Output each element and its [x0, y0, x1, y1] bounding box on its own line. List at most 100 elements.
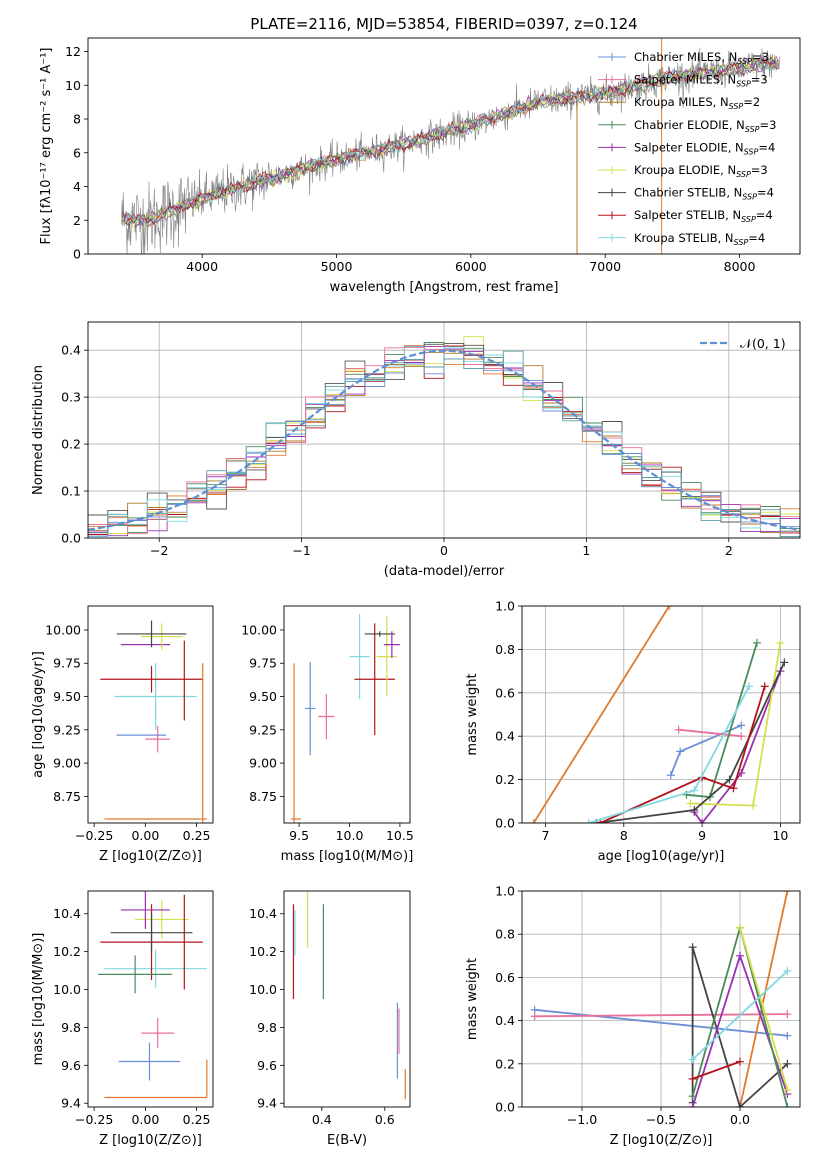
- y-tick-label: 8.75: [249, 789, 277, 804]
- y-tick-label: 9.75: [249, 656, 277, 671]
- legend-label: Salpeter STELIB, NSSP=4: [634, 208, 773, 224]
- legend-label-text: Kroupa ELODIE, N: [634, 163, 736, 177]
- axes-frame: [283, 605, 411, 824]
- x-tick-label: −0.25: [75, 1112, 113, 1127]
- legend-label-count: =3: [752, 50, 769, 64]
- x-axis-label: Z [log10(Z/Z⊙)]: [99, 1133, 202, 1148]
- legend-label-text: Kroupa STELIB, N: [634, 231, 734, 245]
- y-tick-label: 9.25: [249, 722, 277, 737]
- legend-label-sub: SSP: [734, 238, 749, 247]
- weight-series-line: [599, 686, 766, 823]
- y-tick-label: 9.6: [257, 1058, 277, 1073]
- axes-frame: [283, 890, 411, 1108]
- histogram-step-line: [88, 350, 800, 538]
- y-tick-label: 0.0: [495, 1100, 515, 1115]
- plot-area-weight_vs_Z: [530, 891, 792, 1107]
- legend-label: Chabrier STELIB, NSSP=4: [634, 186, 774, 202]
- chart-mass_vs_Z: −0.25 0.00 0.25 9.4 9.6 9.8 10.0 10.2 10.4 Z [log…: [31, 890, 214, 1148]
- y-tick-label: 0.6: [495, 970, 515, 985]
- x-tick-label: 9: [698, 828, 706, 843]
- weight-series-line: [739, 891, 789, 1107]
- chart-weight_vs_age: 7 8 9 10 0.0 0.2 0.4 0.6 0.8 1.0 age [log10(age/yr…: [465, 599, 801, 864]
- y-tick-label: 10.4: [249, 906, 277, 921]
- y-tick-label: 0.2: [61, 437, 81, 452]
- weight-series-line: [596, 662, 786, 823]
- axes-frame: [521, 890, 801, 1108]
- y-tick-label: 9.25: [53, 722, 81, 737]
- y-tick-label: 10.00: [241, 622, 277, 637]
- y-tick-label: 6: [73, 145, 81, 160]
- weight-series-line: [534, 1013, 788, 1018]
- x-axis-label: Z [log10(Z/Z⊙)]: [99, 849, 202, 864]
- y-tick-label: 9.8: [257, 1020, 277, 1035]
- chart-mass_vs_EBV: 0.4 0.6 9.4 9.6 9.8 10.0 10.2 10.4 E(B-V): [249, 890, 411, 1148]
- legend-label-count: =4: [757, 186, 774, 200]
- legend-label: Salpeter ELODIE, NSSP=4: [634, 140, 775, 156]
- figure-title: PLATE=2116, MJD=53854, FIBERID=0397, z=0…: [250, 15, 637, 33]
- y-tick-label: 10: [65, 78, 81, 93]
- y-tick-label: 0.8: [495, 927, 515, 942]
- axes-frame: [87, 605, 214, 824]
- x-tick-label: 5000: [321, 259, 353, 274]
- y-tick-label: 0.0: [495, 816, 515, 831]
- y-tick-label: 9.75: [53, 656, 81, 671]
- x-tick-label: 0: [440, 543, 448, 558]
- x-tick-label: 7: [542, 828, 550, 843]
- legend-label: Kroupa MILES, NSSP=2: [634, 95, 760, 111]
- x-tick-label: −0.25: [75, 828, 113, 843]
- x-tick-label: 2: [725, 543, 733, 558]
- x-tick-label: 0.00: [131, 1112, 159, 1127]
- axes-frame: [87, 321, 801, 539]
- plot-layer: 4000 5000 6000 7000 8000024681012wavelength …: [31, 37, 801, 1148]
- legend: 𝒩(0, 1): [700, 336, 786, 351]
- y-tick-label: 9.8: [61, 1020, 81, 1035]
- y-tick-label: 2: [73, 213, 81, 228]
- y-tick-label: 9.00: [249, 756, 277, 771]
- legend-label-sub: SSP: [729, 102, 744, 111]
- legend-label-count: =4: [758, 140, 775, 154]
- y-axis-label: mass weight: [465, 673, 480, 755]
- y-tick-label: 9.50: [53, 689, 81, 704]
- y-axis-label: Normed distribution: [31, 365, 46, 495]
- legend-label-text: Salpeter MILES, N: [634, 73, 736, 87]
- weight-series-line: [691, 946, 789, 1107]
- legend-label-text: Salpeter ELODIE, N: [634, 140, 744, 154]
- legend-label: Salpeter MILES, NSSP=3: [634, 73, 768, 89]
- plot-area-residuals: [88, 336, 800, 538]
- legend-label-count: =4: [748, 231, 765, 245]
- y-tick-label: 0.8: [495, 642, 515, 657]
- x-tick-label: 4000: [186, 259, 218, 274]
- legend-label-text: Chabrier STELIB, N: [634, 186, 742, 200]
- legend-label: Chabrier MILES, NSSP=3: [634, 50, 769, 66]
- plot-area-spectrum: [121, 38, 781, 254]
- normal-reference-curve: [88, 349, 800, 531]
- y-tick-label: 0.4: [495, 1013, 515, 1028]
- legend-label-sub: SSP: [736, 80, 751, 89]
- plot-area-mass_vs_EBV: [292, 891, 406, 1100]
- legend-label-text: Chabrier MILES, N: [634, 50, 737, 64]
- y-tick-label: 0: [73, 247, 81, 262]
- model-spectrum-line: [121, 57, 780, 226]
- legend-label-count: =3: [751, 163, 768, 177]
- axes-frame: [87, 37, 801, 255]
- weight-series-line: [692, 1060, 741, 1080]
- y-tick-label: 9.00: [53, 756, 81, 771]
- legend-label-text: Salpeter STELIB, N: [634, 208, 741, 222]
- x-tick-label: 10: [772, 828, 788, 843]
- x-tick-label: 8: [620, 828, 628, 843]
- chart-residuals: −2 −1 0 1 2 0.0 0.1 0.2 0.3 0.4 (data-model)/error…: [31, 321, 801, 579]
- chart-weight_vs_Z: −1.0 −0.5 0.0 0.0 0.2 0.4 0.6 0.8 1.0 Z [log10(Z/…: [465, 884, 801, 1148]
- y-tick-label: 10.2: [249, 944, 277, 959]
- x-tick-label: 0.25: [183, 1112, 211, 1127]
- legend-label: Chabrier ELODIE, NSSP=3: [634, 118, 776, 134]
- y-tick-label: 9.6: [61, 1058, 81, 1073]
- y-tick-label: 0.4: [61, 343, 81, 358]
- legend-label-text: Chabrier ELODIE, N: [634, 118, 745, 132]
- x-axis-label: E(B-V): [327, 1133, 367, 1148]
- legend-label-count: =2: [743, 95, 760, 109]
- y-tick-label: 4: [73, 179, 81, 194]
- legend-label-text: Kroupa MILES, N: [634, 95, 729, 109]
- y-tick-label: 12: [65, 44, 81, 59]
- weight-series-line: [691, 970, 789, 1061]
- chart-age_vs_Z: −0.25 0.00 0.25 8.75 9.00 9.25 9.50 9.75 10.00 Z …: [31, 605, 214, 864]
